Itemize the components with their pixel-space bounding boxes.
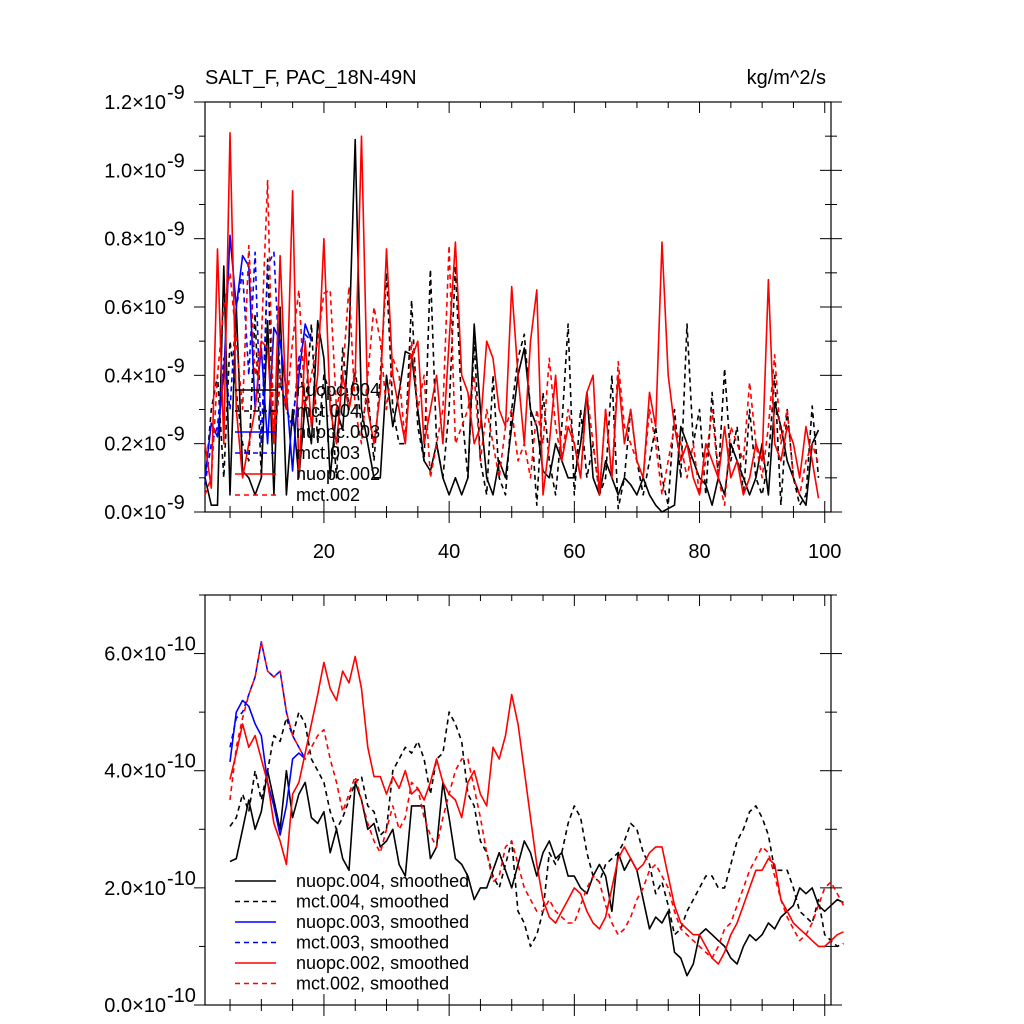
y-tick-exponent: -9 [167,150,185,172]
legend-label: mct.003, smoothed [296,933,449,953]
y-tick-labels-bottom: 0.0×10 -102.0×10 -104.0×10 -106.0×10 -10 [104,634,196,1017]
legend-top: nuopc.004mct.004nuopc.003mct.003nuopc.00… [235,380,380,505]
y-tick-exponent: -9 [167,287,185,309]
chart-title: SALT_F, PAC_18N-49N [205,67,417,89]
y-tick-exponent: -10 [167,751,196,773]
series-line-nuopc-004-smoothed [229,769,844,977]
y-tick-label: 1.0×10 [104,160,166,182]
series-line-mct-002-smoothed [229,641,845,959]
axis-ticks-bottom [194,594,842,1016]
y-tick-label: 2.0×10 [104,878,166,900]
series-line-mct-002 [204,179,820,507]
series-lines-bottom [229,641,845,977]
axis-ticks-top [194,101,842,523]
legend-label: mct.002, smoothed [296,974,449,994]
y-tick-label: 0.8×10 [104,229,166,251]
y-tick-labels-top: 0.0×10 -90.2×10 -90.4×10 -90.6×10 -90.8×10 -9… [104,82,185,524]
series-line-mct-003-smoothed [229,641,306,760]
plot-frame-bottom [204,594,832,1006]
y-tick-label: 4.0×10 [104,761,166,783]
x-tick-label: 40 [438,541,460,563]
legend-label: nuopc.002, smoothed [296,953,469,973]
y-tick-exponent: -10 [167,634,196,656]
y-tick-exponent: -10 [167,985,196,1007]
x-tick-label: 100 [808,541,841,563]
chart-units: kg/m^2/s [747,67,826,89]
series-line-nuopc-002 [204,132,820,499]
y-tick-label: 0.6×10 [104,297,166,319]
x-tick-label: 60 [563,541,585,563]
series-line-nuopc-004 [204,138,820,513]
legend-label: mct.002 [296,485,360,505]
legend-label: nuopc.004, smoothed [296,871,469,891]
legend-label: mct.004, smoothed [296,892,449,912]
y-tick-exponent: -9 [167,492,185,514]
legend-label: mct.003 [296,443,360,463]
y-tick-label: 0.0×10 [104,995,166,1017]
y-tick-label: 1.2×10 [104,92,166,114]
y-tick-exponent: -9 [167,219,185,241]
legend-label: nuopc.002 [296,464,380,484]
legend-label: nuopc.003, smoothed [296,912,469,932]
y-tick-label: 6.0×10 [104,644,166,666]
series-line-mct-004-smoothed [229,711,844,948]
x-tick-label: 80 [688,541,710,563]
y-tick-exponent: -9 [167,424,185,446]
series-line-nuopc-002-smoothed [229,655,844,965]
legend-label: nuopc.004 [296,380,380,400]
y-tick-label: 0.4×10 [104,365,166,387]
series-line-mct-004 [204,258,820,510]
x-tick-labels-top: 20 40 60 80 100 [313,541,842,563]
y-tick-exponent: -10 [167,868,196,890]
series-lines-top [204,132,820,513]
legend-label: nuopc.003 [296,422,380,442]
y-tick-exponent: -9 [167,355,185,377]
legend-label: mct.004 [296,401,360,421]
y-tick-label: 0.0×10 [104,502,166,524]
y-tick-label: 0.2×10 [104,434,166,456]
top-panel: SALT_F, PAC_18N-49N kg/m^2/s 20 40 60 80 100… [104,67,842,563]
bottom-panel: 0.0×10 -102.0×10 -104.0×10 -106.0×10 -10 nuo… [104,594,845,1017]
x-tick-label: 20 [313,541,335,563]
y-tick-exponent: -9 [167,82,185,104]
